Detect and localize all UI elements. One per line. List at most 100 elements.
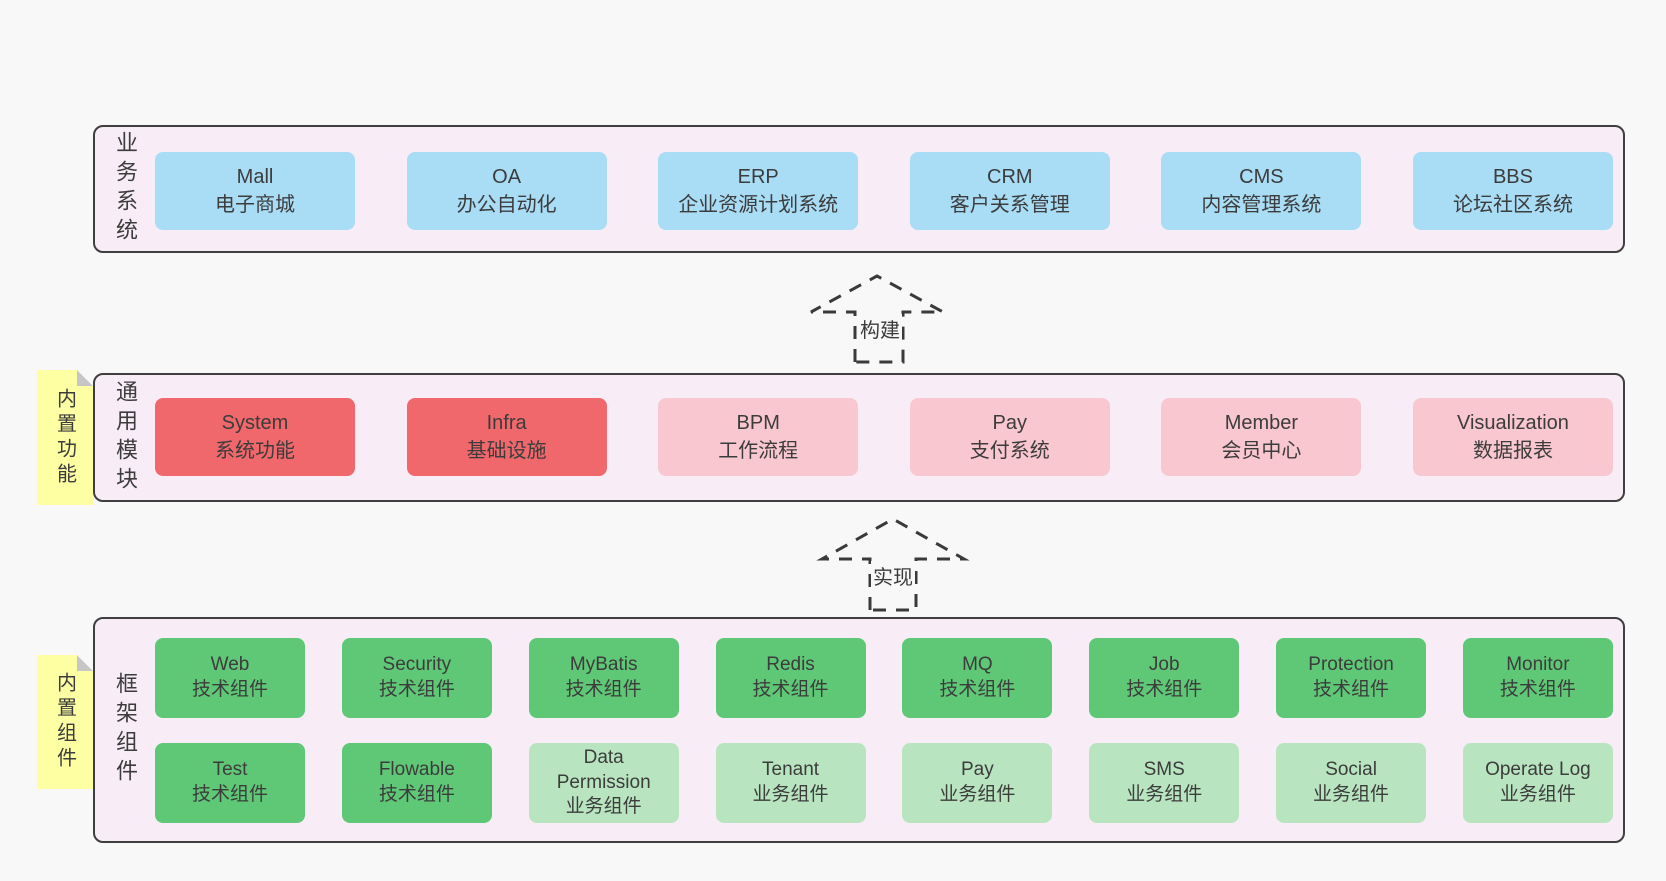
box-subtitle: 业务组件 bbox=[565, 796, 642, 818]
implement-arrow-label: 实现 bbox=[871, 561, 915, 590]
box-title: Visualization bbox=[1457, 412, 1569, 434]
box-job: Job 技术组件 bbox=[1089, 638, 1240, 718]
box-title: System bbox=[221, 412, 289, 434]
box-subtitle: 会员中心 bbox=[1221, 440, 1302, 462]
box-protection: Protection 技术组件 bbox=[1276, 638, 1427, 718]
business-systems-label: 业务系统 bbox=[113, 131, 138, 247]
box-subtitle: 内容管理系统 bbox=[1201, 194, 1322, 216]
box-data-permission: Data Permission 业务组件 bbox=[528, 743, 679, 823]
box-subtitle: 技术组件 bbox=[1313, 679, 1390, 700]
box-title: MyBatis bbox=[569, 654, 638, 676]
framework-components-row-2: Test 技术组件 Flowable 技术组件 Data Permission … bbox=[155, 743, 1613, 823]
built-in-features-sticky-note: 内置功能 bbox=[37, 370, 93, 505]
box-subtitle: 业务组件 bbox=[1126, 784, 1203, 805]
box-title: Security bbox=[382, 654, 452, 676]
box-title: Social bbox=[1325, 759, 1377, 781]
box-title: Member bbox=[1224, 412, 1299, 434]
box-subtitle: 论坛社区系统 bbox=[1452, 194, 1573, 216]
box-pay-component: Pay 业务组件 bbox=[902, 743, 1053, 823]
box-title: Infra bbox=[486, 412, 527, 434]
folded-corner-icon bbox=[77, 370, 93, 386]
box-subtitle: 技术组件 bbox=[191, 679, 268, 700]
box-cms: CMS 内容管理系统 bbox=[1161, 152, 1362, 230]
box-title: Flowable bbox=[378, 759, 455, 781]
box-title: Data Permission bbox=[556, 746, 651, 793]
business-systems-layer: 业务系统 Mall 电子商城 OA 办公自动化 ERP 企业资源计划系统 CRM… bbox=[93, 125, 1625, 253]
framework-components-row-1: Web 技术组件 Security 技术组件 MyBatis 技术组件 Redi… bbox=[155, 638, 1613, 718]
box-subtitle: 基础设施 bbox=[466, 440, 547, 462]
build-arrow: 构建 bbox=[805, 268, 955, 366]
folded-corner-icon bbox=[77, 655, 93, 671]
box-visualization: Visualization 数据报表 bbox=[1412, 398, 1613, 476]
box-subtitle: 技术组件 bbox=[378, 679, 455, 700]
box-title: Tenant bbox=[762, 759, 820, 781]
box-subtitle: 客户关系管理 bbox=[949, 194, 1070, 216]
box-operate-log: Operate Log 业务组件 bbox=[1462, 743, 1613, 823]
build-arrow-label: 构建 bbox=[858, 314, 902, 343]
box-security: Security 技术组件 bbox=[341, 638, 492, 718]
box-subtitle: 技术组件 bbox=[1499, 679, 1576, 700]
box-subtitle: 技术组件 bbox=[939, 679, 1016, 700]
box-subtitle: 企业资源计划系统 bbox=[678, 194, 839, 216]
box-title: OA bbox=[492, 166, 522, 188]
box-title: Monitor bbox=[1506, 654, 1570, 676]
box-infra: Infra 基础设施 bbox=[406, 398, 607, 476]
box-subtitle: 数据报表 bbox=[1472, 440, 1553, 462]
box-erp: ERP 企业资源计划系统 bbox=[658, 152, 859, 230]
box-title: Pay bbox=[961, 759, 994, 781]
box-subtitle: 技术组件 bbox=[1126, 679, 1203, 700]
box-mall: Mall 电子商城 bbox=[155, 152, 355, 230]
box-title: BBS bbox=[1492, 166, 1533, 188]
box-title: Operate Log bbox=[1485, 759, 1591, 781]
box-tenant: Tenant 业务组件 bbox=[715, 743, 866, 823]
box-title: BPM bbox=[736, 412, 780, 434]
box-subtitle: 电子商城 bbox=[215, 194, 295, 216]
box-sms: SMS 业务组件 bbox=[1089, 743, 1240, 823]
box-subtitle: 工作流程 bbox=[718, 440, 799, 462]
box-bpm: BPM 工作流程 bbox=[658, 398, 859, 476]
box-subtitle: 技术组件 bbox=[378, 784, 455, 805]
common-modules-layer: 通用模块 System 系统功能 Infra 基础设施 BPM 工作流程 Pay… bbox=[93, 373, 1625, 502]
box-title: CRM bbox=[987, 166, 1033, 188]
box-subtitle: 业务组件 bbox=[1499, 784, 1576, 805]
box-subtitle: 业务组件 bbox=[752, 784, 829, 805]
box-title: Protection bbox=[1308, 654, 1394, 676]
box-monitor: Monitor 技术组件 bbox=[1462, 638, 1613, 718]
box-web: Web 技术组件 bbox=[155, 638, 305, 718]
box-subtitle: 支付系统 bbox=[969, 440, 1050, 462]
box-crm: CRM 客户关系管理 bbox=[909, 152, 1110, 230]
dashed-up-arrow-icon bbox=[816, 517, 970, 612]
common-modules-row: System 系统功能 Infra 基础设施 BPM 工作流程 Pay 支付系统… bbox=[155, 398, 1613, 476]
box-mybatis: MyBatis 技术组件 bbox=[528, 638, 679, 718]
box-subtitle: 技术组件 bbox=[565, 679, 642, 700]
common-modules-label: 通用模块 bbox=[113, 379, 138, 496]
built-in-components-sticky-note: 内置组件 bbox=[37, 655, 93, 789]
framework-components-label: 框架组件 bbox=[113, 672, 138, 788]
box-title: Redis bbox=[766, 654, 815, 676]
box-title: Test bbox=[212, 759, 248, 781]
box-subtitle: 系统功能 bbox=[215, 440, 295, 462]
dashed-up-arrow-icon bbox=[810, 274, 944, 364]
box-subtitle: 业务组件 bbox=[1313, 784, 1390, 805]
box-subtitle: 技术组件 bbox=[752, 679, 829, 700]
box-title: MQ bbox=[962, 654, 993, 676]
box-title: SMS bbox=[1143, 759, 1185, 781]
box-bbs: BBS 论坛社区系统 bbox=[1412, 152, 1613, 230]
box-pay-module: Pay 支付系统 bbox=[909, 398, 1110, 476]
sticky-note-text: 内置功能 bbox=[53, 387, 76, 488]
box-title: Mall bbox=[236, 166, 274, 188]
framework-components-layer: 框架组件 Web 技术组件 Security 技术组件 MyBatis 技术组件… bbox=[93, 617, 1625, 843]
box-flowable: Flowable 技术组件 bbox=[341, 743, 492, 823]
box-title: Job bbox=[1148, 654, 1180, 676]
box-subtitle: 办公自动化 bbox=[456, 194, 557, 216]
business-systems-row: Mall 电子商城 OA 办公自动化 ERP 企业资源计划系统 CRM 客户关系… bbox=[155, 152, 1613, 230]
box-oa: OA 办公自动化 bbox=[406, 152, 607, 230]
box-member: Member 会员中心 bbox=[1161, 398, 1362, 476]
box-title: Pay bbox=[992, 412, 1028, 434]
box-system: System 系统功能 bbox=[155, 398, 355, 476]
box-social: Social 业务组件 bbox=[1276, 743, 1427, 823]
sticky-note-text: 内置组件 bbox=[53, 672, 76, 772]
implement-arrow: 实现 bbox=[815, 511, 971, 613]
box-subtitle: 技术组件 bbox=[191, 784, 268, 805]
